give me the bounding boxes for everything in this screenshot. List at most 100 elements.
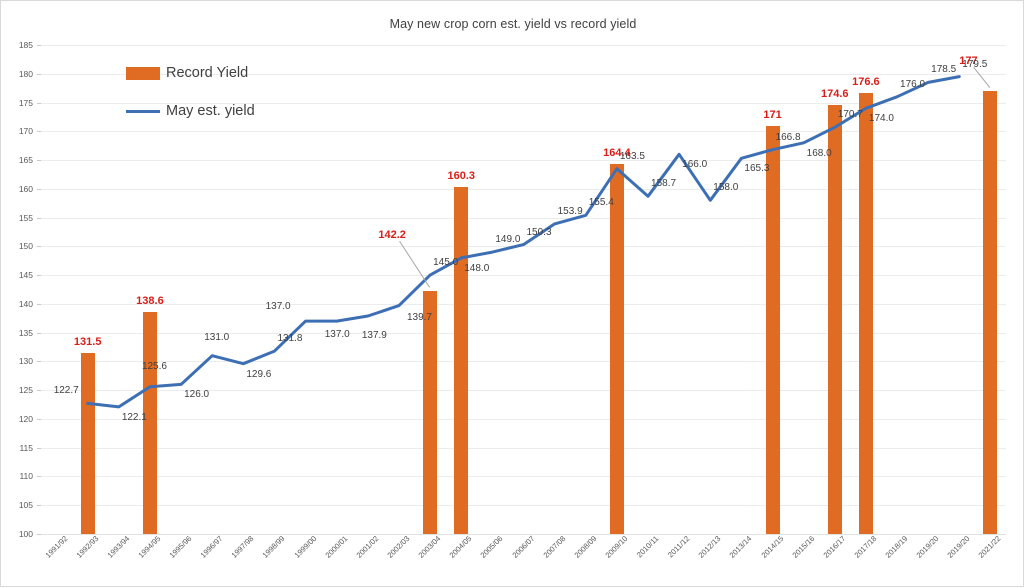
x-axis-tick-label: 2021/22	[977, 534, 1003, 560]
line-point-label: 131.0	[204, 331, 230, 343]
line-point-label: 153.9	[557, 205, 583, 217]
gridline	[41, 45, 1006, 46]
y-axis-tick	[37, 505, 41, 507]
x-axis-tick-label: 2001/02	[354, 534, 381, 560]
line-point-label: 155.4	[588, 197, 614, 209]
line-point-label: 158.0	[713, 182, 739, 194]
line-point-label: 131.8	[277, 333, 303, 345]
y-axis-tick-label: 160	[18, 183, 33, 194]
bar[interactable]	[827, 104, 842, 534]
legend-item-may-est-yield[interactable]: May est. yield	[126, 103, 255, 119]
y-axis-tick	[37, 188, 41, 190]
bar[interactable]	[983, 91, 998, 534]
x-axis-tick-label: 2017/18	[852, 534, 879, 560]
bar[interactable]	[80, 352, 95, 534]
y-axis-tick	[37, 275, 41, 277]
gridline	[41, 73, 1006, 75]
x-axis-tick-label: 2013/14	[727, 534, 754, 560]
legend-label-record-yield: Record Yield	[166, 65, 249, 81]
y-axis-tick	[37, 217, 41, 219]
line-point-label: 168.0	[806, 147, 832, 159]
line-point-label: 174.0	[868, 113, 894, 125]
bar[interactable]	[609, 163, 624, 534]
line-point-label: 137.0	[265, 301, 291, 313]
x-axis-tick-label: 2016/17	[821, 534, 848, 560]
x-axis-tick-label: 2011/12	[666, 534, 692, 560]
x-axis-tick-label: 2005/06	[478, 534, 505, 560]
y-axis-tick	[37, 534, 41, 535]
y-axis-tick-label: 140	[18, 298, 33, 309]
line-point-label: 122.1	[121, 411, 147, 423]
gridline	[41, 160, 1006, 162]
line-swatch-icon	[126, 109, 160, 113]
line-path	[86, 75, 961, 409]
y-axis-tick-label: 165	[18, 155, 33, 166]
y-axis-tick-label: 180	[18, 68, 33, 79]
chart-legend: Record Yield May est. yield	[126, 65, 255, 141]
gridline	[41, 447, 1006, 449]
x-axis-tick-label: 2003/04	[416, 534, 443, 560]
y-axis-tickmarks	[37, 45, 42, 535]
x-axis-tick-label: 2019/20	[945, 534, 972, 560]
bar[interactable]	[858, 93, 873, 534]
x-axis-tick-label: 2010/11	[635, 534, 661, 560]
bar[interactable]	[454, 187, 469, 534]
line-point-label: 158.7	[651, 178, 677, 190]
y-axis-tick	[37, 102, 41, 104]
bar[interactable]	[765, 125, 780, 534]
y-axis-tick	[37, 447, 41, 449]
line-point-label: 170.7	[837, 109, 863, 121]
gridline	[41, 303, 1006, 305]
y-axis-labels: 100 105 110 115 120 125 130 135 140 145 150 155 160 1…	[1, 40, 37, 539]
line-point-label: 137.0	[324, 329, 350, 341]
x-axis-tick-label: 2002/03	[385, 534, 412, 560]
line-point-label: 166.8	[775, 131, 801, 143]
gridline	[41, 534, 1006, 535]
x-axis-tick-label: 1999/00	[292, 534, 318, 560]
x-axis-tick-label: 1997/98	[229, 534, 256, 560]
y-axis-tick-label: 105	[18, 500, 33, 511]
x-axis-tick-label: 1992/93	[74, 534, 101, 560]
line-point-label: 148.0	[464, 262, 490, 274]
gridline	[41, 418, 1006, 420]
y-axis-tick	[37, 45, 41, 46]
y-axis-tick-label: 120	[18, 413, 33, 424]
line-point-label: 145.0	[433, 257, 459, 269]
x-axis-tick-label: 2015/16	[790, 534, 817, 560]
y-axis-tick	[37, 73, 41, 75]
line-point-label: 163.5	[619, 150, 645, 162]
y-axis-tick-label: 115	[19, 442, 33, 453]
y-axis-tick-label: 155	[18, 212, 33, 223]
x-axis-tick-label: 1994/95	[136, 534, 163, 560]
y-axis-tick-label: 110	[19, 471, 33, 482]
gridline	[41, 390, 1006, 392]
y-axis-tick	[37, 303, 41, 305]
y-axis-tick	[37, 246, 41, 248]
line-point-label: 165.3	[744, 163, 770, 175]
gridline	[41, 361, 1006, 363]
gridline	[41, 217, 1006, 219]
bar[interactable]	[423, 291, 438, 534]
line-point-label: 178.5	[931, 64, 957, 76]
legend-item-record-yield[interactable]: Record Yield	[126, 65, 255, 81]
line-point-label: 129.6	[246, 368, 272, 380]
gridline	[41, 332, 1006, 334]
y-axis-tick	[37, 418, 41, 420]
line-point-label: 139.7	[406, 311, 432, 323]
x-axis-tick-label: 2006/07	[510, 534, 536, 560]
y-axis-tick-label: 150	[18, 241, 33, 252]
gridline	[41, 131, 1006, 133]
legend-label-may-est-yield: May est. yield	[166, 103, 255, 119]
x-axis-tick-label: 1998/99	[261, 534, 287, 560]
gridline	[41, 188, 1006, 190]
y-axis-tick-label: 125	[18, 385, 33, 396]
x-axis-tick-label: 1993/94	[105, 534, 132, 560]
y-axis-tick	[37, 476, 41, 478]
line-series-may-est-yield	[86, 75, 961, 409]
y-axis-tick-label: 170	[18, 126, 33, 137]
line-point-label: 125.6	[141, 360, 167, 372]
x-axis-tick-label: 2000/01	[323, 534, 350, 560]
y-axis-tick	[37, 160, 41, 162]
bar[interactable]	[142, 311, 157, 534]
